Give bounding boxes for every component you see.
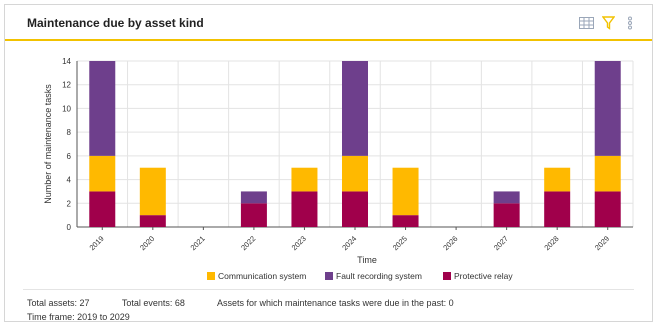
y-tick-label: 6: [67, 152, 72, 161]
widget-toolbar: [578, 15, 638, 31]
x-tick-label: 2027: [492, 234, 510, 252]
y-tick-label: 10: [62, 104, 71, 113]
x-tick-label: 2029: [593, 234, 611, 252]
past-due-count: Assets for which maintenance tasks were …: [216, 298, 454, 308]
more-options-icon[interactable]: [622, 15, 638, 31]
y-tick-label: 8: [67, 128, 72, 137]
bar-segment: [493, 203, 520, 227]
legend-label: Fault recording system: [336, 271, 422, 281]
time-frame: Time frame: 2019 to 2029: [27, 312, 130, 322]
bar-segment: [544, 191, 571, 227]
y-tick-label: 2: [67, 199, 72, 208]
x-tick-label: 2024: [340, 234, 358, 252]
bar-segment: [544, 167, 571, 192]
bar-segment: [342, 191, 368, 227]
legend-label: Protective relay: [454, 271, 513, 281]
bar-segment: [240, 191, 267, 204]
bar-segment: [392, 167, 419, 216]
bar-segment: [594, 61, 621, 156]
footer-timeframe: Time frame: 2019 to 2029: [27, 312, 160, 322]
legend-swatch: [325, 272, 333, 280]
x-tick-label: 2023: [290, 234, 308, 252]
widget-title: Maintenance due by asset kind: [27, 16, 204, 30]
legend-swatch: [443, 272, 451, 280]
x-tick-label: 2026: [441, 234, 459, 252]
widget-header: Maintenance due by asset kind: [5, 5, 652, 41]
total-assets: Total assets: 27: [27, 298, 90, 308]
x-tick-label: 2021: [189, 234, 207, 252]
bar-segment: [89, 61, 116, 156]
x-tick-label: 2025: [391, 234, 409, 252]
bar-segment: [594, 191, 621, 227]
y-axis-label: Number of maintenance tasks: [43, 84, 53, 204]
bar-segment: [594, 155, 621, 192]
footer-stats: Total assets: 27 Total events: 68 Assets…: [27, 298, 484, 308]
x-tick-label: 2022: [239, 234, 257, 252]
bar-segment: [392, 215, 419, 227]
y-tick-label: 14: [62, 57, 71, 66]
y-tick-label: 0: [67, 223, 72, 232]
bar-segment: [89, 191, 116, 227]
filter-icon[interactable]: [600, 15, 616, 31]
x-axis-label: Time: [357, 255, 377, 265]
bar-segment: [291, 167, 318, 192]
table-view-icon[interactable]: [578, 15, 594, 31]
y-tick-label: 4: [67, 176, 72, 185]
x-tick-label: 2028: [542, 234, 560, 252]
bar-segment: [493, 191, 520, 204]
legend-swatch: [207, 272, 215, 280]
bar-segment: [89, 155, 116, 192]
bar-segment: [139, 215, 166, 227]
bar-segment: [342, 61, 368, 156]
total-events: Total events: 68: [121, 298, 185, 308]
legend-label: Communication system: [218, 271, 306, 281]
bar-segment: [342, 155, 368, 192]
y-tick-label: 12: [62, 81, 71, 90]
bar-segment: [240, 203, 267, 227]
stacked-bar-chart: 0 2 4 6 8 10 12 14 2019 2020 2021 2022 2023 2024 2025 2…: [43, 57, 634, 281]
footer-divider: [23, 289, 634, 290]
x-tick-label: 2019: [88, 234, 106, 252]
bar-segment: [139, 167, 166, 216]
maintenance-widget: Maintenance due by asset kind: [4, 4, 653, 322]
x-tick-label: 2020: [138, 234, 156, 252]
bar-segment: [291, 191, 318, 227]
